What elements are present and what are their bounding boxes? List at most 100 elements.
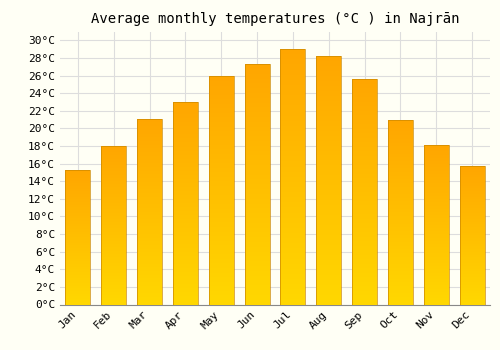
Bar [244,112,270,117]
Bar [388,194,413,198]
Bar [208,195,234,199]
Bar [173,106,198,110]
Bar [244,69,270,74]
Bar [173,288,198,292]
Bar [388,231,413,234]
Bar [208,81,234,85]
Bar [460,244,484,246]
Bar [460,202,484,205]
Bar [173,171,198,175]
Bar [316,300,342,304]
Bar [280,167,305,172]
Bar [352,120,377,124]
Bar [173,114,198,118]
Bar [316,225,342,230]
Bar [66,216,90,218]
Bar [280,105,305,110]
Bar [280,172,305,177]
Bar [244,184,270,189]
Bar [460,274,484,277]
Bar [352,264,377,268]
Bar [101,279,126,282]
Bar [101,266,126,270]
Bar [137,234,162,238]
Bar [316,101,342,106]
Bar [316,96,342,101]
Bar [460,241,484,244]
Bar [208,245,234,250]
Bar [424,253,449,257]
Bar [388,198,413,202]
Bar [137,152,162,156]
Bar [424,199,449,203]
Bar [424,158,449,161]
Bar [137,282,162,286]
Bar [388,128,413,132]
Bar [352,178,377,183]
Bar [66,213,90,216]
Bar [388,179,413,183]
Bar [460,263,484,266]
Bar [66,178,90,181]
Bar [460,296,484,299]
Bar [208,131,234,136]
Bar [137,186,162,189]
Bar [316,126,342,131]
Bar [316,146,342,150]
Bar [316,106,342,111]
Bar [137,178,162,182]
Bar [424,148,449,152]
Bar [424,279,449,282]
Bar [352,278,377,282]
Bar [424,193,449,196]
Bar [424,161,449,164]
Bar [280,253,305,259]
Bar [66,232,90,235]
Bar [173,118,198,122]
Bar [460,186,484,188]
Bar [244,247,270,252]
Bar [173,260,198,264]
Bar [424,196,449,199]
Bar [460,219,484,222]
Bar [244,199,270,204]
Bar [208,227,234,231]
Bar [424,285,449,288]
Bar [208,241,234,245]
Bar [66,208,90,210]
Bar [137,145,162,148]
Bar [388,124,413,128]
Bar [244,237,270,242]
Bar [244,276,270,280]
Bar [316,116,342,121]
Bar [66,280,90,283]
Bar [460,208,484,210]
Bar [424,238,449,241]
Bar [460,166,484,304]
Bar [388,234,413,238]
Bar [460,255,484,258]
Bar [208,159,234,163]
Bar [424,301,449,304]
Bar [424,298,449,301]
Bar [208,190,234,195]
Bar [244,93,270,98]
Bar [101,232,126,235]
Bar [173,142,198,147]
Bar [316,265,342,270]
Bar [173,102,198,304]
Bar [352,84,377,88]
Bar [424,145,449,148]
Bar [316,205,342,210]
Bar [460,277,484,280]
Bar [388,157,413,161]
Bar [424,164,449,167]
Bar [460,169,484,172]
Bar [352,255,377,259]
Bar [316,289,342,295]
Bar [316,121,342,126]
Bar [173,240,198,244]
Bar [280,187,305,192]
Bar [137,256,162,260]
Bar [352,286,377,291]
